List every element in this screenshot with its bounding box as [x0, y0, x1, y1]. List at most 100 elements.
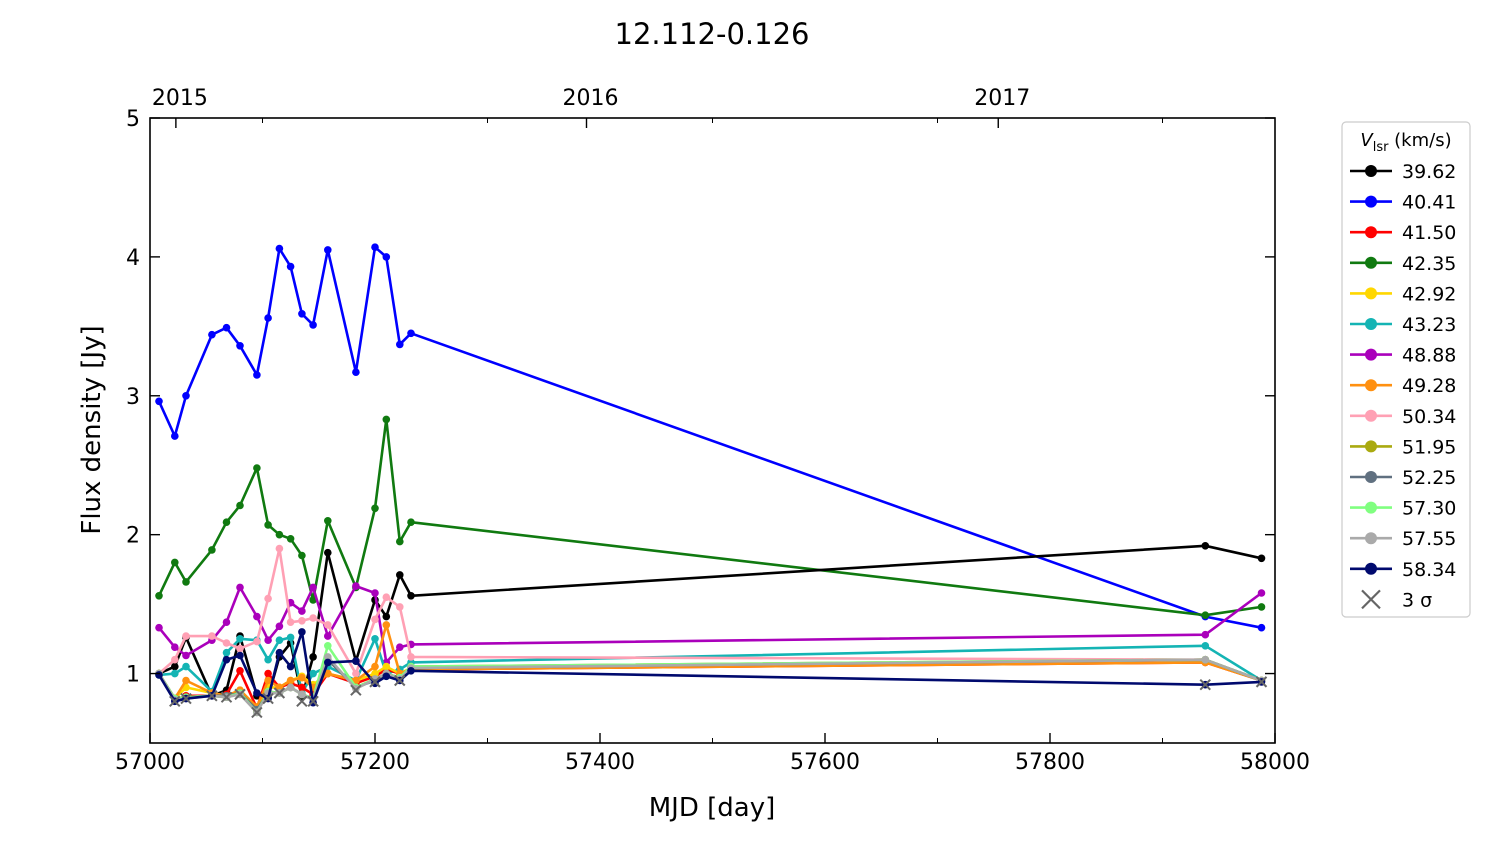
- data-point-58-34: [286, 662, 295, 671]
- data-point-48-88: [182, 651, 190, 660]
- data-point-39-62: [407, 592, 415, 600]
- data-point-58-34: [222, 655, 231, 664]
- data-point-40-41: [264, 314, 272, 322]
- x-tick-label: 57000: [115, 750, 185, 775]
- legend-label: 43.23: [1402, 314, 1456, 336]
- data-point-42-35: [396, 537, 404, 546]
- data-point-50-34: [396, 603, 404, 611]
- data-point-50-34: [264, 594, 272, 603]
- data-point-41-50: [264, 669, 272, 678]
- data-point-57-55: [286, 683, 295, 692]
- legend-entry: 48.88: [1350, 345, 1456, 367]
- legend-marker: [1365, 348, 1377, 361]
- data-point-40-41: [298, 310, 306, 318]
- legend-marker: [1365, 256, 1377, 269]
- sigma-marker: [220, 691, 233, 703]
- data-point-39-62: [171, 662, 179, 671]
- legend-marker: [1365, 195, 1377, 208]
- data-point-50-34: [286, 618, 295, 626]
- data-point-39-62: [1257, 554, 1266, 563]
- data-point-43-23: [286, 633, 295, 642]
- sigma-marker: [206, 690, 218, 702]
- data-point-39-62: [309, 653, 317, 661]
- data-point-43-23: [171, 669, 179, 678]
- chart-title: 12.112-0.126: [615, 17, 810, 51]
- data-point-50-34: [253, 637, 261, 646]
- sigma-marker: [296, 695, 308, 708]
- data-point-40-41: [324, 246, 332, 254]
- legend-label: 57.55: [1402, 528, 1456, 550]
- data-point-50-34: [222, 639, 231, 647]
- data-point-40-41: [382, 253, 391, 261]
- data-point-42-35: [275, 530, 284, 539]
- sigma-marker: [273, 687, 286, 699]
- legend-label: 41.50: [1402, 222, 1456, 244]
- data-point-48-88: [171, 643, 179, 651]
- sigma-marker: [180, 692, 192, 705]
- sigma-marker: [262, 692, 274, 705]
- legend-label: 42.92: [1402, 283, 1456, 305]
- y-tick-label: 1: [126, 663, 140, 688]
- data-point-49-28: [264, 676, 272, 685]
- sigma-marker: [1255, 676, 1268, 688]
- legend-label: 39.62: [1402, 161, 1456, 183]
- legend-title-unit: (km/s): [1388, 130, 1451, 151]
- legend-marker: [1365, 501, 1377, 514]
- legend-frame: [1341, 121, 1471, 618]
- data-point-42-92: [371, 669, 379, 678]
- data-point-43-23: [222, 648, 231, 657]
- data-point-42-35: [222, 518, 231, 526]
- legend-marker: [1365, 440, 1377, 453]
- legend-label: 57.30: [1402, 498, 1456, 520]
- data-point-40-41: [1257, 623, 1266, 632]
- data-point-58-34: [275, 648, 284, 657]
- legend-entry: 50.34: [1350, 406, 1456, 428]
- data-point-40-41: [171, 432, 179, 440]
- data-point-48-88: [309, 583, 317, 592]
- sigma-marker: [307, 695, 319, 708]
- data-point-42-35: [324, 517, 332, 525]
- legend-label: 51.95: [1402, 436, 1456, 458]
- data-point-50-34: [208, 632, 216, 640]
- data-point-58-34: [352, 657, 360, 665]
- legend-marker: [1365, 532, 1377, 545]
- legend-entry: 43.23: [1350, 314, 1456, 336]
- legend-entry: 40.41: [1350, 192, 1456, 214]
- legend-label: 48.88: [1402, 345, 1456, 367]
- data-point-50-34: [309, 614, 317, 622]
- data-point-58-34: [324, 658, 332, 667]
- plot-area: [155, 243, 1268, 719]
- data-point-40-41: [222, 323, 231, 332]
- data-point-40-41: [286, 262, 295, 271]
- sigma-marker: [369, 676, 381, 688]
- legend: Vlsr (km/s) 39.62 40.41 41.50 42.35 42.92 43.…: [1341, 121, 1471, 618]
- legend-marker: [1365, 562, 1377, 575]
- data-point-48-88: [1201, 630, 1210, 639]
- legend-title-subscript: lsr: [1373, 140, 1389, 155]
- data-point-50-34: [371, 615, 379, 624]
- legend-entry: 39.62: [1350, 161, 1456, 183]
- legend-marker: [1365, 226, 1377, 239]
- data-point-48-88: [236, 583, 244, 592]
- legend-marker: [1365, 471, 1377, 483]
- data-point-40-41: [275, 244, 284, 253]
- y-tick-label: 2: [126, 524, 140, 549]
- data-point-48-88: [155, 623, 163, 632]
- sigma-marker: [1199, 678, 1211, 691]
- data-point-50-34: [182, 632, 190, 640]
- data-point-42-35: [298, 551, 306, 560]
- data-point-39-62: [382, 612, 391, 621]
- x-tick-label: 57800: [1015, 750, 1085, 775]
- data-point-49-28: [275, 683, 284, 692]
- data-point-42-35: [208, 546, 216, 554]
- series-line-57-55: [157, 655, 1262, 714]
- data-point-40-41: [155, 397, 163, 406]
- data-point-40-41: [236, 342, 244, 350]
- legend-marker: [1365, 165, 1377, 177]
- legend-title: Vlsr (km/s): [1360, 130, 1451, 155]
- data-point-39-62: [1201, 542, 1210, 550]
- y-axis-label: Flux density [Jy]: [77, 325, 107, 534]
- data-point-48-88: [275, 622, 284, 631]
- data-point-49-28: [286, 676, 295, 685]
- data-point-50-34: [275, 544, 284, 553]
